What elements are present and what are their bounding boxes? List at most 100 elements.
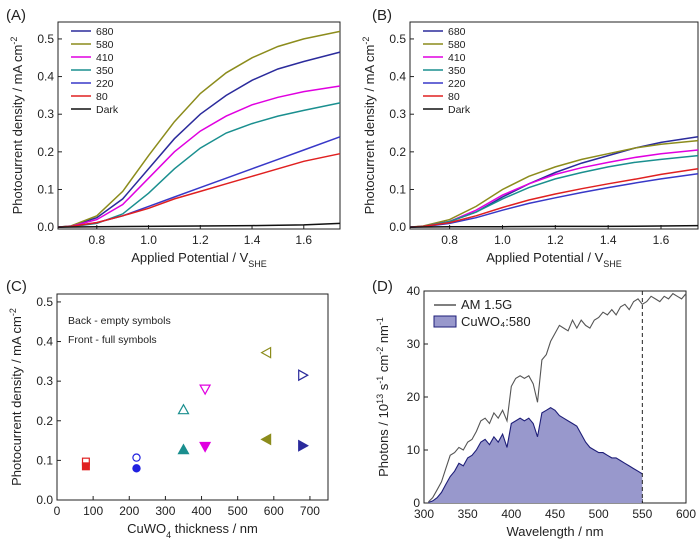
y-tick-label: 0.5 — [389, 32, 406, 46]
y-tick-label: 0.4 — [37, 70, 54, 84]
plot-frame-c — [56, 293, 329, 501]
area-fill-cuwo4-580 — [428, 407, 643, 503]
x-tick-label: 700 — [300, 504, 320, 518]
legend-label-680: 680 — [96, 26, 114, 38]
legend-label-410: 410 — [96, 52, 114, 64]
series-line-580 — [409, 139, 699, 228]
x-axis-title-main: Applied Potential / V — [486, 250, 603, 265]
y-tick-label: 0.1 — [389, 182, 406, 196]
y-axis-title-c: Photocurrent density / mA cm-2 — [8, 308, 24, 486]
legend-label-dark: Dark — [96, 104, 119, 116]
y-tick-label: 0.5 — [36, 295, 53, 309]
panel-label-d: (D) — [372, 278, 393, 295]
series-line-220 — [57, 136, 341, 228]
legend-label-80: 80 — [448, 91, 460, 103]
x-tick-label: 400 — [192, 504, 212, 518]
x-tick-label: 550 — [632, 507, 652, 521]
y-axis-title-a: Photocurrent density / mA cm-2 — [9, 37, 25, 215]
y-axis-title-part: -1 — [375, 376, 385, 384]
legend-label-680: 680 — [448, 26, 466, 38]
y-axis-title-b: Photocurrent density / mA cm-2 — [361, 37, 377, 215]
x-tick-label: 600 — [676, 507, 696, 521]
x-tick-label: 450 — [545, 507, 565, 521]
point-back-350 — [177, 403, 190, 415]
y-axis-title-sup: -2 — [361, 37, 371, 45]
y-axis-title-sup: -2 — [9, 37, 19, 45]
y-tick-label: 0.2 — [36, 414, 53, 428]
x-axis-title-suffix: thickness / nm — [171, 521, 258, 536]
point-front-350 — [177, 443, 190, 455]
y-axis-title-part: Photons / 10 — [376, 404, 391, 477]
series-line-410 — [409, 149, 699, 228]
point-front-410 — [199, 441, 212, 453]
x-axis-title-sub: 4 — [166, 530, 171, 540]
y-tick-label: 0.3 — [37, 107, 54, 121]
panel-b: (B) 0.8 1.0 1.2 1.4 1.6 0.0 0.1 0.2 0.3 0.4 0.5 App… — [361, 7, 699, 269]
series-line-cuwo4-580 — [428, 406, 643, 504]
legend-label-580: 580 — [448, 39, 466, 51]
x-tick-label: 500 — [589, 507, 609, 521]
panel-label-c: (C) — [6, 278, 27, 295]
y-axis-title-part: 13 — [375, 394, 385, 404]
legend-label-350: 350 — [96, 65, 114, 77]
series-line-680 — [409, 136, 699, 228]
y-axis-title-main: Photocurrent density / mA cm — [9, 316, 24, 486]
series-line-350 — [409, 154, 699, 228]
series-line-dark — [57, 222, 341, 228]
y-axis-title-main: Photocurrent density / mA cm — [10, 45, 25, 215]
y-tick-label: 0.0 — [389, 220, 406, 234]
x-tick-label: 300 — [414, 507, 434, 521]
x-tick-label: 100 — [83, 504, 103, 518]
point-front-680 — [298, 439, 309, 452]
annotation-front: Front - full symbols — [68, 334, 157, 346]
legend-label-220: 220 — [448, 78, 466, 90]
x-axis-title-sub: SHE — [603, 259, 622, 269]
x-tick-label: 0.8 — [88, 233, 105, 247]
x-axis-title-main: Applied Potential / V — [131, 250, 248, 265]
x-tick-label: 0 — [54, 504, 61, 518]
plot-frame-b — [409, 21, 699, 230]
panel-label-a: (A) — [6, 7, 26, 24]
legend-swatch-cuwo4-580 — [433, 315, 457, 328]
y-tick-label: 0.3 — [389, 107, 406, 121]
legend-label-80: 80 — [96, 91, 108, 103]
point-back-220 — [132, 453, 141, 462]
annotation-back: Back - empty symbols — [68, 315, 171, 327]
x-tick-label: 400 — [501, 507, 521, 521]
y-tick-label: 40 — [407, 284, 421, 298]
legend-label-am15g: AM 1.5G — [461, 297, 512, 312]
y-tick-label: 20 — [407, 390, 421, 404]
series-line-80 — [409, 168, 699, 228]
x-axis-title-main: CuWO — [127, 521, 166, 536]
x-axis-title-b: Applied Potential / VSHE — [486, 250, 622, 269]
y-tick-label: 30 — [407, 337, 421, 351]
x-tick-label: 1.0 — [140, 233, 157, 247]
point-back-410 — [199, 384, 212, 396]
x-tick-label: 0.8 — [441, 233, 458, 247]
y-tick-label: 0.3 — [36, 374, 53, 388]
legend-label-410: 410 — [448, 52, 466, 64]
point-back-580 — [260, 346, 272, 359]
series-line-410 — [57, 85, 341, 228]
legend-label-580: 580 — [96, 39, 114, 51]
y-tick-label: 0 — [413, 496, 420, 510]
y-tick-label: 0.0 — [37, 220, 54, 234]
y-tick-label: 0.4 — [389, 70, 406, 84]
series-line-80 — [57, 152, 341, 228]
legend-label-cuwo4-580: CuWO₄:580 — [461, 314, 531, 329]
series-line-am15g — [428, 292, 687, 503]
y-axis-title-d: Photons / 1013 s-1 cm-2 nm-1 — [375, 317, 391, 477]
x-axis-title-c: CuWO4 thickness / nm — [127, 521, 258, 540]
y-tick-label: 0.5 — [37, 32, 54, 46]
x-axis-title-main: Wavelength / nm — [506, 524, 603, 539]
y-tick-label: 0.2 — [37, 145, 54, 159]
panel-d: (D) 300 350 400 450 500 550 600 0 10 20 30 40 Wavele… — [372, 278, 696, 539]
series-line-680 — [57, 51, 341, 228]
x-tick-label: 300 — [155, 504, 175, 518]
panel-a: (A) 0.8 1.0 1.2 1.4 1.6 0.0 0.1 0.2 0.3 0.4 0.5 App… — [6, 7, 341, 269]
x-tick-label: 1.6 — [295, 233, 312, 247]
x-tick-label: 1.0 — [494, 233, 511, 247]
y-axis-title-part: cm — [376, 355, 391, 376]
point-front-580 — [260, 433, 272, 446]
